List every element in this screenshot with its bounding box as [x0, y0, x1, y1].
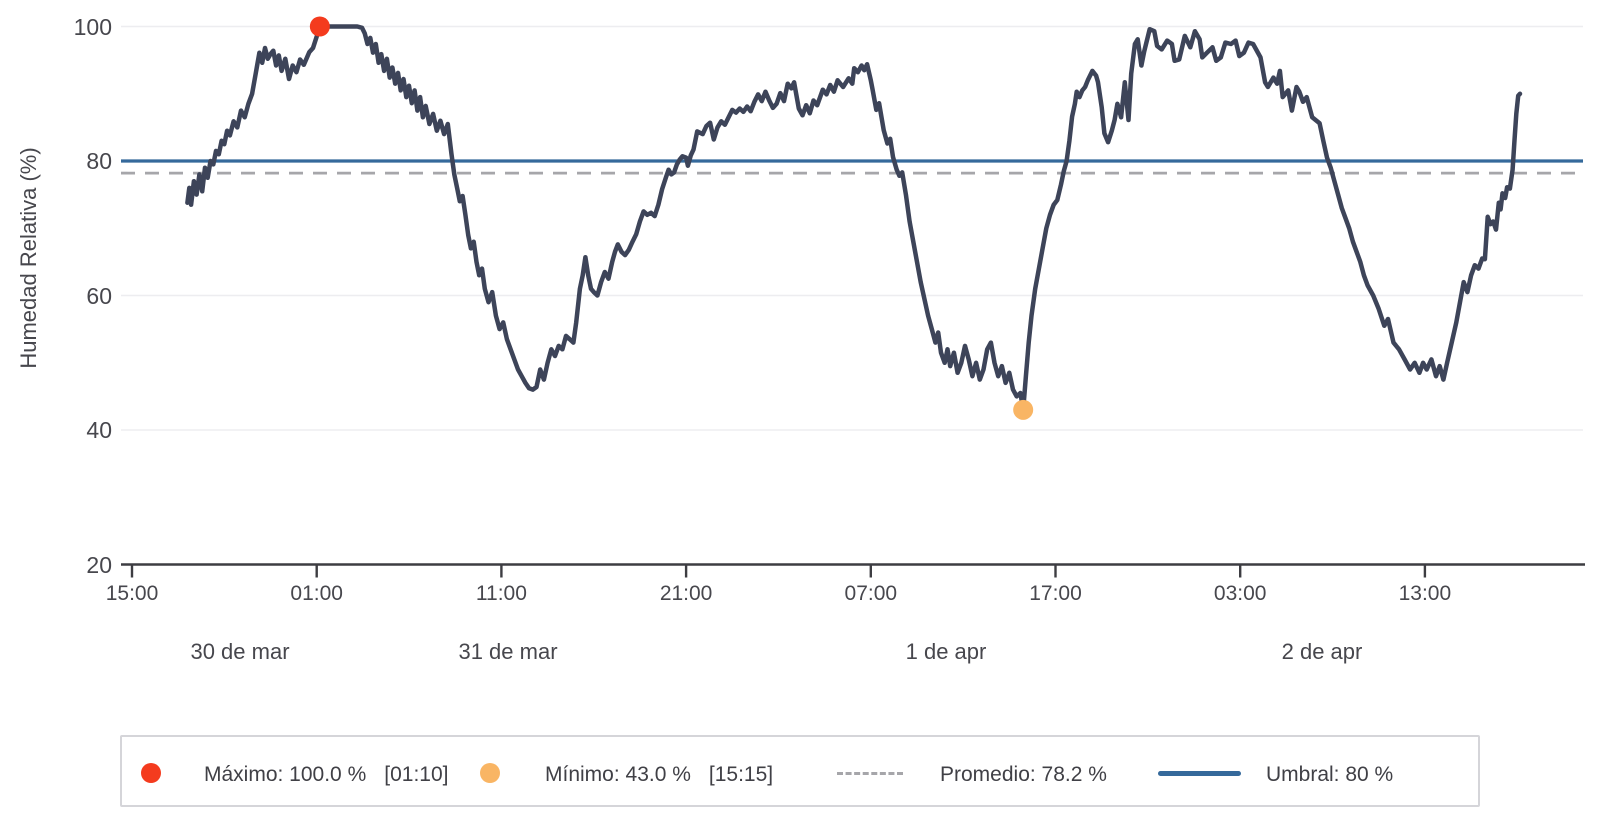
x-tick-label: 17:00 — [1029, 582, 1082, 605]
y-tick-label: 20 — [86, 551, 112, 578]
x-tick-label: 01:00 — [290, 582, 343, 605]
legend-maximo-time: [01:10] — [384, 763, 449, 786]
date-label: 30 de mar — [190, 639, 290, 664]
date-label: 31 de mar — [458, 639, 558, 664]
y-tick-label: 80 — [86, 148, 112, 174]
x-tick-label: 07:00 — [844, 582, 898, 605]
y-tick-label: 100 — [73, 13, 112, 40]
max-marker-icon — [141, 763, 161, 783]
legend-minimo-label: Mínimo: 43.0 % — [545, 763, 691, 786]
legend-promedio: Promedio: 78.2 % — [940, 763, 1107, 786]
threshold-line-icon — [1158, 771, 1241, 776]
max-point-marker — [309, 16, 330, 37]
legend-minimo-time: [15:15] — [708, 763, 774, 786]
legend-maximo-label: Máximo: 100.0 % — [204, 763, 367, 786]
x-tick-label: 15:00 — [105, 582, 159, 605]
legend-umbral: Umbral: 80 % — [1266, 763, 1394, 786]
humidity-series-line — [185, 24, 1523, 413]
legend-maximo: Máximo: 100.0 % [01:10] — [204, 761, 448, 789]
y-axis-title: Humedad Relativa (%) — [16, 147, 41, 369]
x-tick-label: 13:00 — [1398, 582, 1452, 605]
y-tick-label: 40 — [86, 417, 112, 443]
date-label: 1 de apr — [905, 639, 987, 664]
min-marker-icon — [480, 763, 500, 783]
legend: Máximo: 100.0 % [01:10] Mínimo: 43.0 % [15… — [120, 735, 1480, 807]
x-tick-label: 11:00 — [475, 582, 527, 605]
date-label: 2 de apr — [1281, 639, 1363, 664]
x-tick-label: 03:00 — [1213, 582, 1267, 605]
min-point-marker — [1013, 399, 1034, 420]
legend-minimo: Mínimo: 43.0 % [15:15] — [545, 761, 773, 789]
y-tick-label: 60 — [86, 282, 112, 309]
plot-area — [121, 16, 1585, 578]
x-tick-label: 21:00 — [659, 582, 713, 605]
average-line-icon — [837, 772, 903, 775]
